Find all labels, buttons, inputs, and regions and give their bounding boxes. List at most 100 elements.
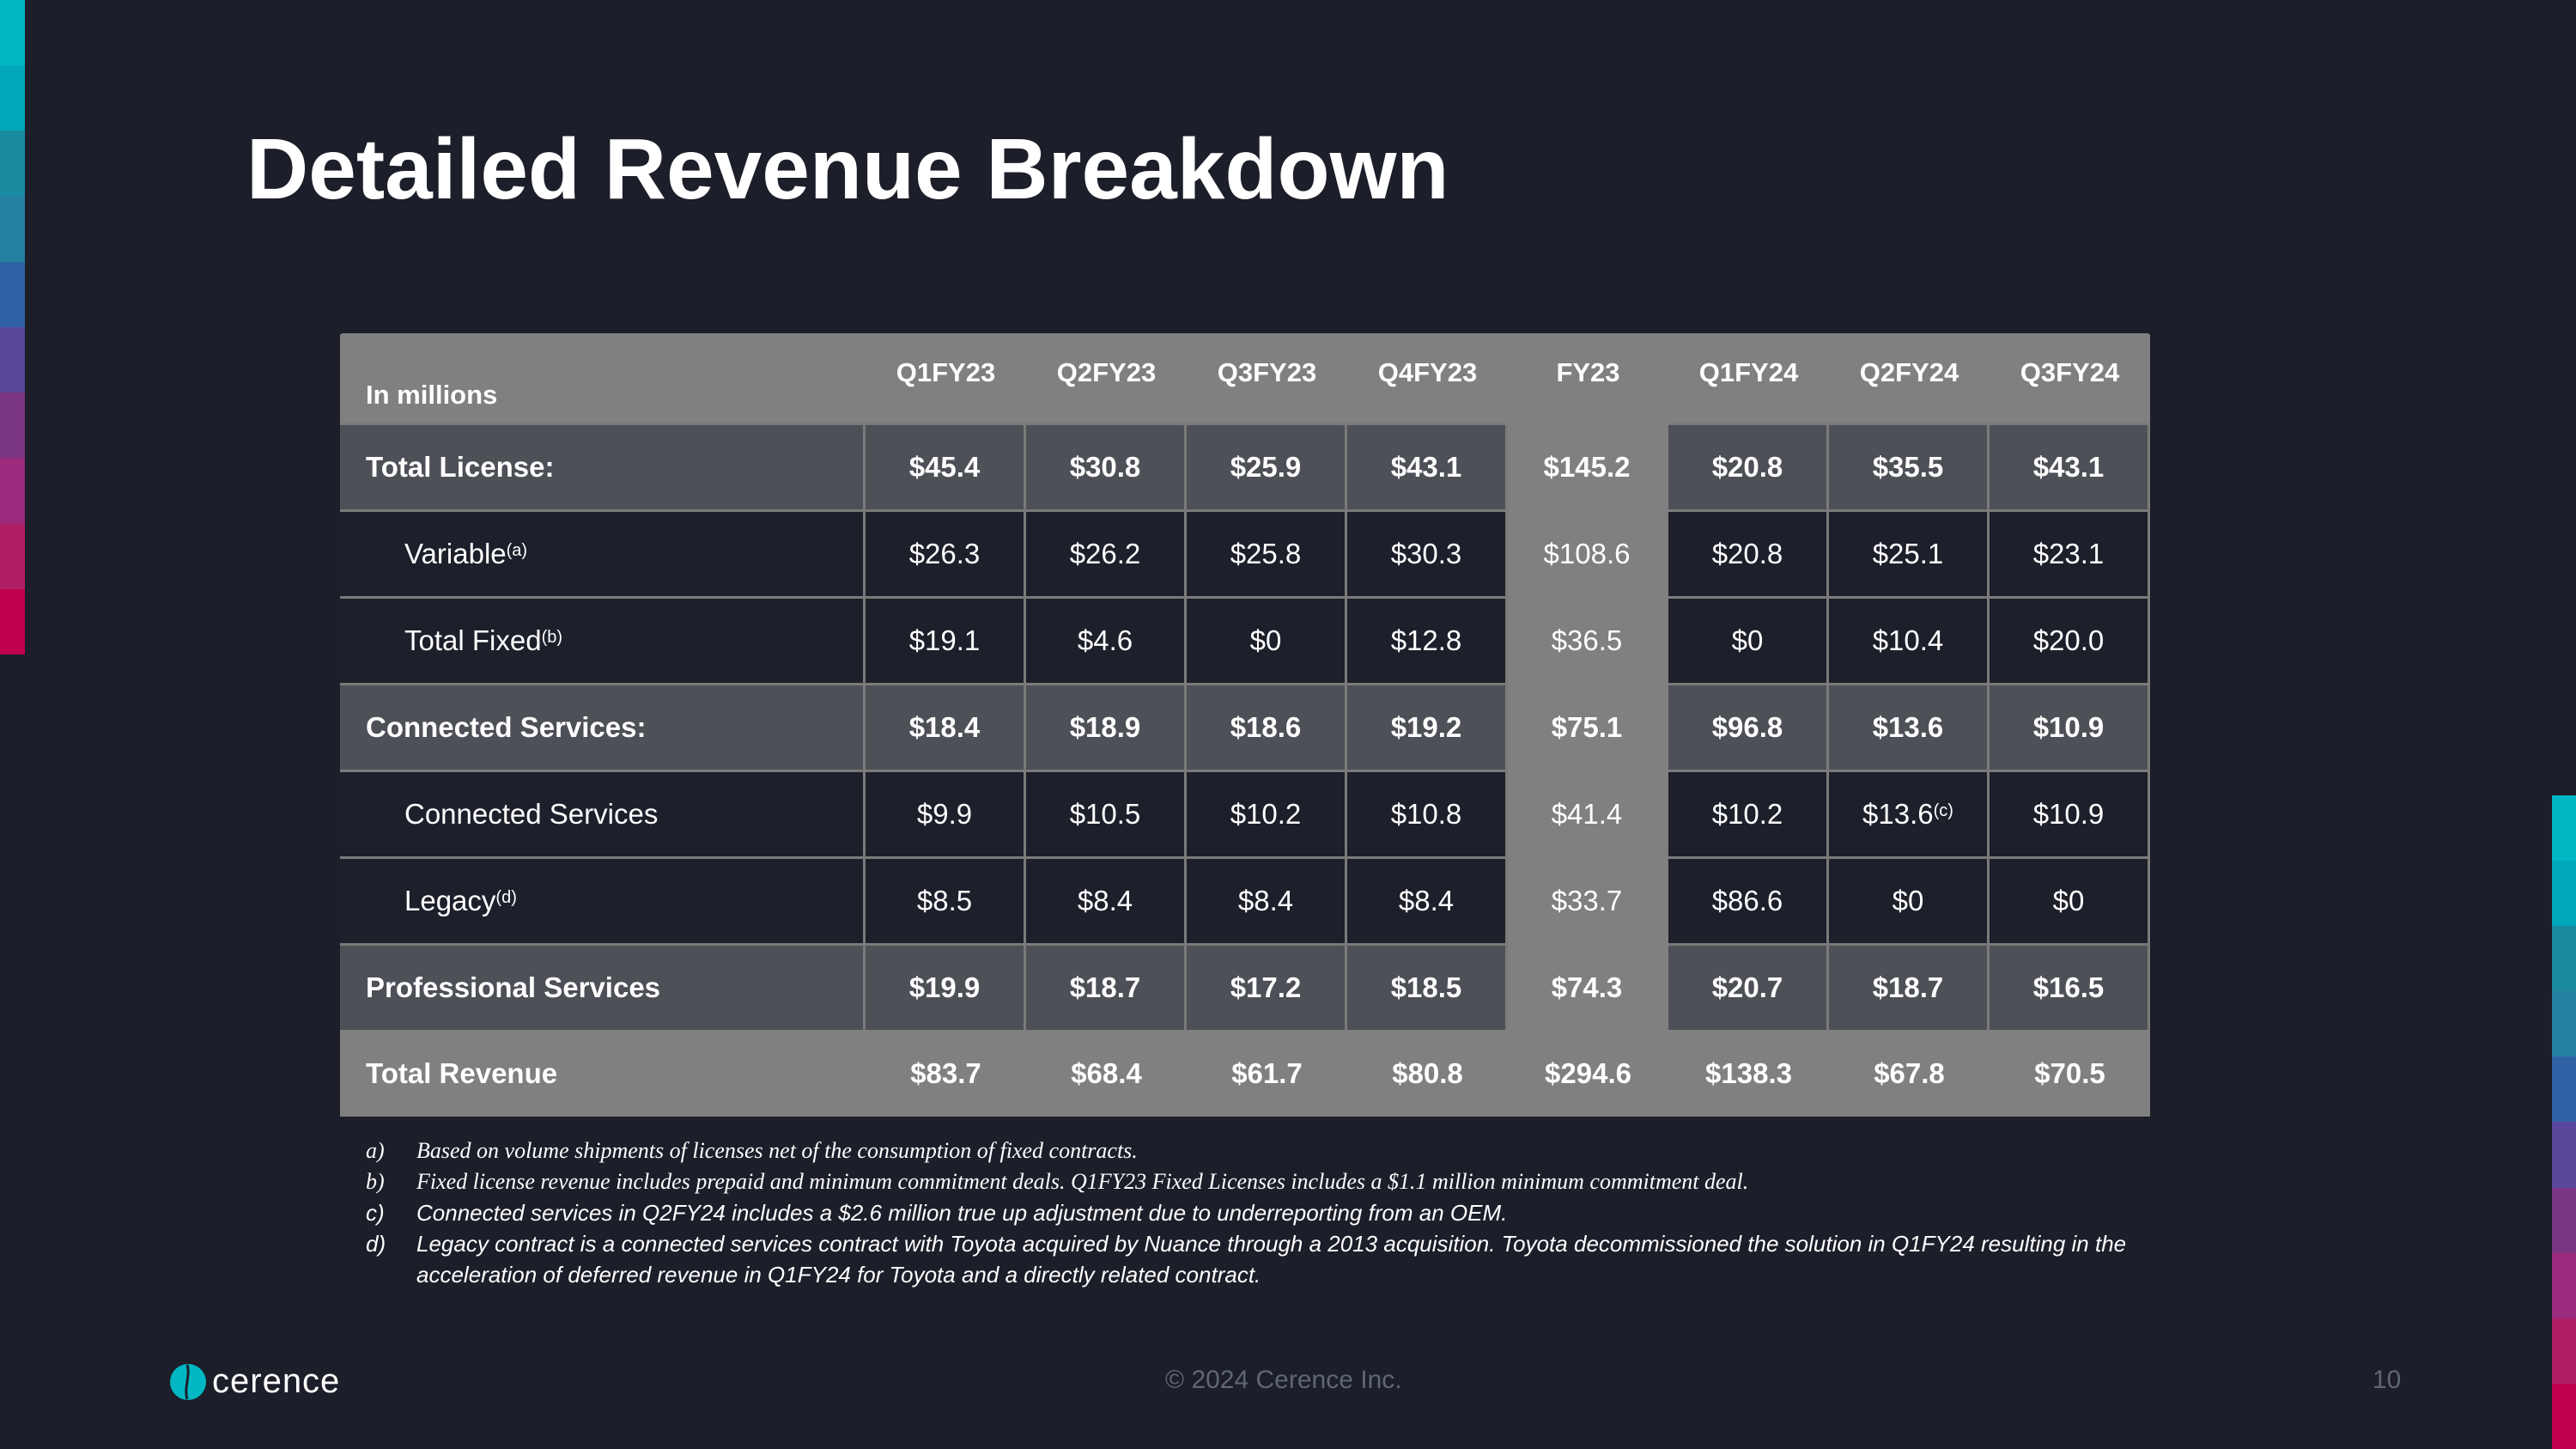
- stripe-segment: [2552, 795, 2576, 861]
- stripe-segment: [0, 196, 25, 262]
- footnote-marker: (a): [506, 540, 528, 560]
- cell-value: $8.4: [1398, 885, 1455, 916]
- footnote-text: Fixed license revenue includes prepaid a…: [416, 1169, 1749, 1194]
- stripe-segment: [2552, 1187, 2576, 1253]
- column-header: Q2FY24: [1859, 357, 1959, 387]
- row-label: Variable (a): [340, 509, 866, 596]
- cell-value: $74.3: [1551, 971, 1623, 1003]
- stripe-segment: [0, 588, 25, 655]
- cell-value: $41.4: [1551, 798, 1623, 830]
- cell-value: $25.9: [1230, 451, 1302, 483]
- table-row: Legacy (d) $8.5 $8.4 $8.4 $8.4 $33.7 $86.6 $0 $0: [340, 856, 2150, 943]
- cell-value: $8.5: [916, 885, 973, 916]
- table-cell: $67.8: [1829, 1030, 1990, 1117]
- row-label-text: Professional Services: [366, 971, 661, 1003]
- table-row: Professional Services $19.9 $18.7 $17.2 $18.…: [340, 943, 2150, 1030]
- cell-value: $19.9: [908, 971, 981, 1003]
- row-label-text: Variable: [404, 538, 507, 569]
- copyright: © 2024 Cerence Inc.: [1165, 1366, 1402, 1394]
- row-label: Connected Services: [340, 770, 866, 856]
- table-cell: $30.8: [1026, 423, 1187, 509]
- cell-value: $10.9: [2032, 798, 2105, 830]
- row-label: Total License:: [340, 423, 866, 509]
- table-cell: $4.6: [1026, 596, 1187, 683]
- cell-value: $36.5: [1551, 624, 1623, 656]
- row-label: Legacy (d): [340, 856, 866, 943]
- row-label-text: Total License:: [366, 451, 555, 483]
- table-cell: $20.0: [1990, 596, 2150, 683]
- table-cell: $26.2: [1026, 509, 1187, 596]
- table-cell: $8.4: [1026, 856, 1187, 943]
- table-cell: $83.7: [866, 1030, 1026, 1117]
- table-cell: $145.2: [1508, 423, 1668, 509]
- table-cell: $10.9: [1990, 770, 2150, 856]
- column-header: Q3FY24: [2020, 357, 2120, 387]
- cell-value: $13.6: [1872, 711, 1944, 743]
- footnote-text: Based on volume shipments of licenses ne…: [416, 1138, 1138, 1163]
- table-cell: $0: [1668, 596, 1829, 683]
- table-cell: $45.4: [866, 423, 1026, 509]
- footnote-text: Connected services in Q2FY24 includes a …: [416, 1200, 1508, 1226]
- cell-value: $138.3: [1705, 1056, 1792, 1089]
- cell-value: $13.6: [1862, 798, 1934, 830]
- table-cell: $10.8: [1347, 770, 1508, 856]
- table-cell: $19.1: [866, 596, 1026, 683]
- cerence-logo-icon: [170, 1363, 206, 1400]
- table-row: Variable (a) $26.3 $26.2 $25.8 $30.3 $108.6 $20…: [340, 509, 2150, 596]
- row-label-text: Connected Services:: [366, 711, 647, 743]
- cell-value: $20.8: [1711, 538, 1783, 569]
- corner-label: In millions: [366, 380, 498, 410]
- table-cell: $19.2: [1347, 683, 1508, 770]
- table-cell: $20.7: [1668, 943, 1829, 1030]
- stripe-segment: [2552, 861, 2576, 927]
- cell-value: $30.8: [1069, 451, 1141, 483]
- table-cell: $10.4: [1829, 596, 1990, 683]
- footnote-text: Legacy contract is a connected services …: [416, 1231, 2127, 1288]
- row-label-text: Legacy: [404, 885, 496, 916]
- table-cell: $18.5: [1347, 943, 1508, 1030]
- page-number: 10: [2372, 1366, 2402, 1394]
- cell-value: $18.9: [1069, 711, 1141, 743]
- stripe-segment: [2552, 1122, 2576, 1188]
- cell-value: $0: [1892, 885, 1924, 916]
- cell-value: $80.8: [1392, 1056, 1463, 1089]
- cell-value: $75.1: [1551, 711, 1623, 743]
- table-cell: $96.8: [1668, 683, 1829, 770]
- table-cell: $294.6: [1508, 1030, 1668, 1117]
- table-cell: $25.8: [1187, 509, 1347, 596]
- table-cell: $80.8: [1347, 1030, 1508, 1117]
- cell-value: $10.5: [1069, 798, 1141, 830]
- table-cell: $74.3: [1508, 943, 1668, 1030]
- footnote-key: a): [366, 1138, 385, 1163]
- cell-value: $0: [1249, 624, 1282, 656]
- table-cell: $13.6: [1829, 683, 1990, 770]
- table-cell: $16.5: [1990, 943, 2150, 1030]
- stripe-segment: [2552, 1318, 2576, 1384]
- table-cell: $68.4: [1026, 1030, 1187, 1117]
- table-cell: $25.1: [1829, 509, 1990, 596]
- table-cell: $25.9: [1187, 423, 1347, 509]
- table-row: Total Revenue $83.7 $68.4 $61.7 $80.8 $294.6 $…: [340, 1030, 2150, 1117]
- footnote-marker: (c): [1933, 801, 1953, 820]
- table-cell: $43.1: [1347, 423, 1508, 509]
- cell-value: $25.1: [1872, 538, 1944, 569]
- row-label: Total Revenue: [340, 1030, 866, 1117]
- stripe-segment: [0, 327, 25, 393]
- cell-value: $0: [1731, 624, 1764, 656]
- cell-value: $26.3: [908, 538, 981, 569]
- cell-value: $145.2: [1543, 451, 1631, 483]
- page-title: Detailed Revenue Breakdown: [246, 121, 1449, 217]
- cell-value: $43.1: [1390, 451, 1462, 483]
- cell-value: $18.7: [1872, 971, 1944, 1003]
- cell-value: $83.7: [910, 1056, 981, 1089]
- table-cell: $36.5: [1508, 596, 1668, 683]
- cell-value: $18.5: [1390, 971, 1462, 1003]
- cell-value: $108.6: [1543, 538, 1631, 569]
- table-cell: $26.3: [866, 509, 1026, 596]
- cell-value: $294.6: [1545, 1056, 1631, 1089]
- table-cell: $35.5: [1829, 423, 1990, 509]
- footnote-marker: (b): [541, 627, 563, 647]
- cell-value: $26.2: [1069, 538, 1141, 569]
- stripe-segment: [0, 458, 25, 524]
- footnote-key: c): [366, 1200, 385, 1226]
